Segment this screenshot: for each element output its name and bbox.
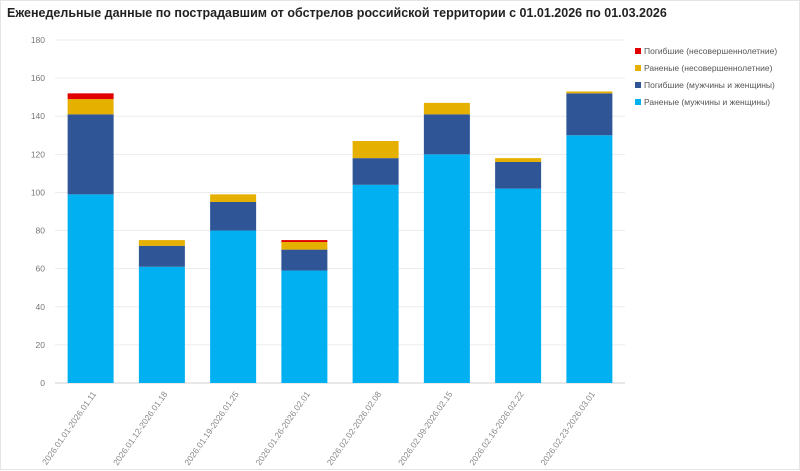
legend-swatch: [635, 81, 641, 88]
bar-segment: [423, 154, 470, 383]
x-tick-label: 2026.02.02-2026.02.08: [325, 389, 384, 467]
x-tick-label: 2026.01.12-2026.01.18: [111, 389, 170, 467]
bar-segment: [67, 194, 114, 383]
x-tick-label: 2026.01.26-2026.02.01: [253, 389, 312, 467]
bar-segment: [67, 114, 114, 195]
bar-segment: [281, 270, 328, 383]
y-tick-label: 100: [31, 187, 45, 197]
y-tick-label: 0: [40, 378, 45, 388]
bar-segment: [566, 93, 613, 136]
bar-segment: [138, 245, 185, 267]
legend-item: Раненые (несовершеннолетние): [635, 59, 777, 76]
y-tick-label: 180: [31, 35, 45, 45]
legend-item: Раненые (мужчины и женщины): [635, 93, 777, 110]
bar-segment: [281, 249, 328, 271]
bar-segment: [423, 114, 470, 155]
bar-segment: [495, 188, 542, 383]
legend-label: Раненые (мужчины и женщины): [644, 96, 771, 107]
y-tick-label: 40: [36, 302, 46, 312]
bar-segment: [566, 135, 613, 383]
bar-segment: [210, 194, 257, 202]
bar-segment: [210, 201, 257, 231]
x-tick-label: 2026.02.16-2026.02.22: [467, 389, 526, 467]
bar-segment: [352, 158, 399, 185]
y-tick-label: 120: [31, 149, 45, 159]
bar-segment: [67, 99, 114, 115]
y-tick-label: 60: [36, 264, 46, 274]
legend-swatch: [635, 47, 641, 54]
legend-label: Погибшие (мужчины и женщины): [644, 79, 775, 90]
bar-segment: [352, 140, 399, 159]
legend-label: Раненые (несовершеннолетние): [644, 62, 773, 73]
legend-swatch: [635, 64, 641, 71]
y-tick-label: 20: [36, 340, 46, 350]
x-tick-label: 2026.01.01-2026.01.11: [40, 389, 98, 466]
bar-segment: [566, 91, 613, 94]
bar-segment: [495, 161, 542, 189]
bar-segment: [138, 240, 185, 246]
legend-item: Погибшие (несовершеннолетние): [635, 42, 777, 59]
legend-label: Погибшие (несовершеннолетние): [644, 45, 778, 56]
y-tick-label: 140: [31, 111, 45, 121]
bar-segment: [210, 230, 257, 383]
bar-segment: [281, 240, 328, 242]
legend-item: Погибшие (мужчины и женщины): [635, 76, 777, 93]
legend-swatch: [635, 98, 641, 105]
x-tick-label: 2026.02.23-2026.03.01: [538, 389, 597, 467]
x-tick-label: 2026.01.19-2026.01.25: [182, 389, 241, 467]
x-tick-label: 2026.02.09-2026.02.15: [396, 389, 455, 467]
bar-segment: [495, 158, 542, 162]
chart-title: Еженедельные данные по пострадавшим от о…: [7, 6, 667, 20]
bar-segment: [352, 184, 399, 383]
y-tick-label: 160: [31, 73, 45, 83]
legend: Погибшие (несовершеннолетние) Раненые (не…: [635, 42, 777, 110]
bar-segment: [138, 266, 185, 383]
bar-segment: [67, 93, 114, 100]
y-tick-label: 80: [36, 226, 46, 236]
bar-segment: [281, 241, 328, 250]
bar-segment: [423, 102, 470, 115]
